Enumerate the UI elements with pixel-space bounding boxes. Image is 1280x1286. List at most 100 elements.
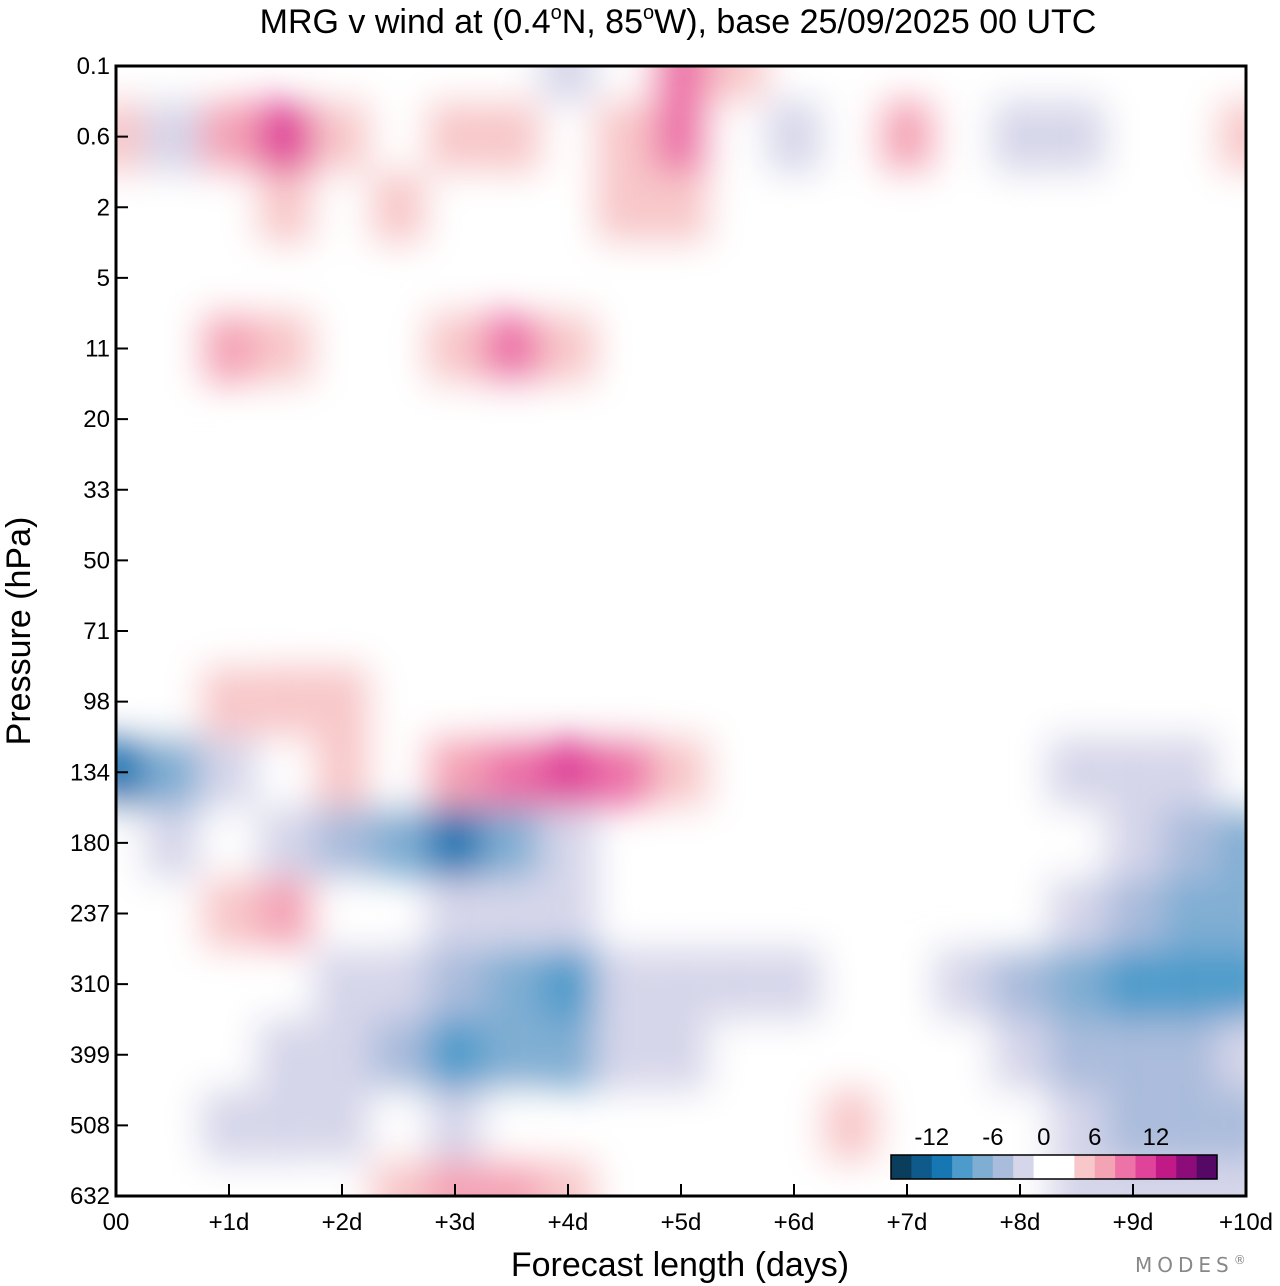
field-cell <box>1217 807 1246 879</box>
colorbar-swatch <box>1176 1155 1198 1179</box>
field-cell <box>200 736 258 808</box>
field-cell <box>1048 948 1105 1020</box>
field-cell <box>200 242 258 314</box>
field-cell <box>1048 1090 1105 1161</box>
field-cell <box>370 948 427 1020</box>
field-cell <box>652 66 710 102</box>
field-cell <box>1217 1160 1246 1196</box>
field-cell <box>200 807 258 879</box>
field-cell <box>483 101 540 172</box>
field-cell <box>539 66 597 102</box>
field-cell <box>370 1019 427 1091</box>
field-cell <box>483 1090 540 1161</box>
field-cell <box>935 1019 992 1091</box>
colorbar-label: 12 <box>1143 1124 1170 1151</box>
field-cell <box>539 878 597 949</box>
colorbar-swatch <box>1013 1155 1035 1179</box>
x-tick-label: +4d <box>548 1209 589 1236</box>
y-tick-label: 237 <box>70 901 110 928</box>
field-cell <box>652 666 710 737</box>
field-cell <box>709 666 766 737</box>
field-cell <box>370 171 427 243</box>
field-cell <box>1217 1090 1246 1161</box>
field-cell <box>370 454 427 526</box>
field-cell <box>935 171 992 243</box>
field-cell <box>313 736 371 808</box>
field-cell <box>709 101 766 172</box>
x-axis-label: Forecast length (days) <box>511 1246 849 1284</box>
field-cell <box>144 101 201 172</box>
field-cell <box>878 171 936 243</box>
field-cell <box>709 1090 766 1161</box>
colorbar-label: -6 <box>982 1124 1003 1151</box>
y-tick-label: 33 <box>83 477 110 504</box>
field-cell <box>483 807 540 879</box>
field-cell <box>257 171 314 243</box>
field-cell <box>1104 736 1162 808</box>
field-cell <box>652 1019 710 1091</box>
colorbar-swatch <box>1155 1155 1177 1179</box>
field-cell <box>539 454 597 526</box>
field-cell <box>200 878 258 949</box>
field-cell <box>765 1019 823 1091</box>
field-cell <box>1048 171 1105 243</box>
field-cell <box>483 666 540 737</box>
field-cell <box>935 242 992 314</box>
field-cell <box>1161 66 1218 102</box>
field-cell <box>144 66 201 102</box>
field-cell <box>1217 948 1246 1020</box>
colorbar-swatch <box>1054 1155 1075 1179</box>
field-cell <box>257 736 314 808</box>
field-cell <box>426 878 484 949</box>
field-cell <box>539 242 597 314</box>
field-cell <box>991 878 1049 949</box>
field-cell <box>370 736 427 808</box>
field-cell <box>1217 313 1246 384</box>
colorbar-frame <box>890 1154 1218 1180</box>
field-cell <box>370 807 427 879</box>
field-cell <box>116 66 145 102</box>
x-tick-label: +8d <box>1000 1209 1041 1236</box>
field-cell <box>709 736 766 808</box>
colorbar-swatch <box>1094 1155 1116 1179</box>
field-cell <box>596 66 653 102</box>
y-tick-label: 0.6 <box>77 124 110 151</box>
field-cell <box>822 101 879 172</box>
field-cell <box>709 807 766 879</box>
field-cell <box>539 595 597 667</box>
field-cell <box>765 242 823 314</box>
field-cell <box>1217 1019 1246 1091</box>
field-cell <box>257 101 314 172</box>
title-suffix: W), base 25/09/2025 00 UTC <box>654 3 1096 41</box>
field-cell <box>822 1090 879 1161</box>
field-cell <box>596 1160 653 1196</box>
field-cell <box>483 383 540 455</box>
field-cell <box>1161 736 1218 808</box>
field-cell <box>539 807 597 879</box>
field-cells <box>116 66 1246 1196</box>
field-cell <box>539 948 597 1020</box>
field-cell <box>313 878 371 949</box>
field-cell <box>596 101 653 172</box>
field-cell <box>1217 736 1246 808</box>
field-cell <box>1048 1019 1105 1091</box>
field-cell <box>1104 878 1162 949</box>
chart-title: MRG v wind at (0.4oN, 85oW), base 25/09/… <box>260 2 1097 41</box>
field-cell <box>539 736 597 808</box>
y-tick-label: 0.1 <box>77 53 110 80</box>
field-cell <box>483 595 540 667</box>
field-cell <box>144 878 201 949</box>
field-cell <box>144 736 201 808</box>
field-cell <box>257 666 314 737</box>
field-cell <box>313 948 371 1020</box>
field-cell <box>652 171 710 243</box>
field-cell <box>1217 101 1246 172</box>
y-tick-label: 71 <box>83 618 110 645</box>
field-cell <box>1161 878 1218 949</box>
field-cell <box>1161 1090 1218 1161</box>
y-tick-label: 310 <box>70 971 110 998</box>
brand-logo: MODES® <box>1135 1253 1251 1277</box>
field-cell <box>1161 101 1218 172</box>
field-cell <box>1217 666 1246 737</box>
field-cell <box>313 1090 371 1161</box>
